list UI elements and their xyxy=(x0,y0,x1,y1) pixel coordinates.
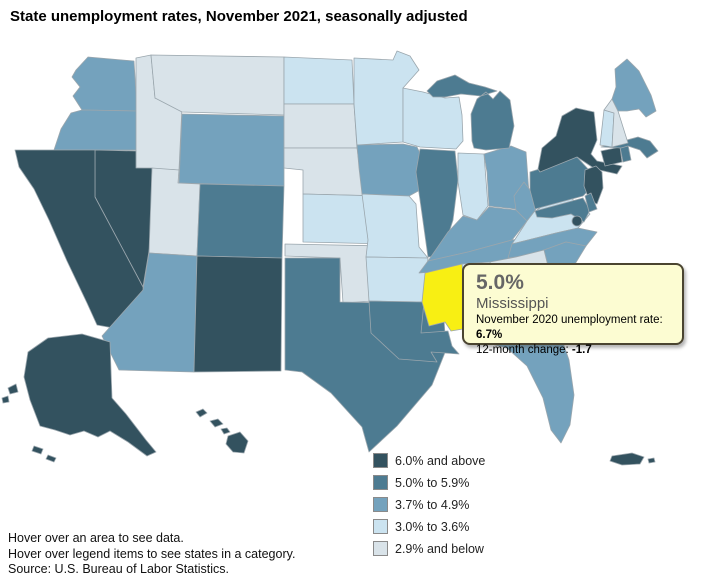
state-sd[interactable] xyxy=(283,103,358,149)
legend-swatch-3 xyxy=(373,497,388,512)
legend-swatch-1 xyxy=(373,453,388,468)
state-ca[interactable] xyxy=(14,149,147,330)
state-mo[interactable] xyxy=(361,193,429,259)
tooltip-rate: 5.0% xyxy=(476,271,524,294)
state-in[interactable] xyxy=(457,152,489,221)
state-mt[interactable] xyxy=(150,54,285,116)
state-de[interactable] xyxy=(584,192,598,213)
footer-line-3: Source: U.S. Bureau of Labor Statistics. xyxy=(8,562,229,576)
state-ma[interactable] xyxy=(600,136,659,159)
tooltip-prev-label: November 2020 unemployment rate: xyxy=(476,314,663,326)
state-hi[interactable] xyxy=(195,408,249,454)
tooltip-prev-value: 6.7% xyxy=(476,329,503,341)
tooltip-change-value: -1.7 xyxy=(571,344,592,356)
state-me[interactable] xyxy=(611,58,657,118)
legend-item-1[interactable]: 6.0% and above xyxy=(373,453,485,468)
legend-item-2[interactable]: 5.0% to 5.9% xyxy=(373,475,485,490)
legend-item-3[interactable]: 3.7% to 4.9% xyxy=(373,497,485,512)
legend-label-1: 6.0% and above xyxy=(395,453,486,468)
legend-label-5: 2.9% and below xyxy=(395,541,484,556)
state-ak[interactable] xyxy=(1,333,157,463)
legend-label-4: 3.0% to 3.6% xyxy=(395,519,470,534)
state-tooltip: 5.0% Mississippi November 2020 unemploym… xyxy=(462,263,684,356)
legend-label-3: 3.7% to 4.9% xyxy=(395,497,470,512)
legend: 6.0% and above 5.0% to 5.9% 3.7% to 4.9%… xyxy=(373,453,485,563)
state-mi[interactable] xyxy=(426,74,515,151)
legend-item-4[interactable]: 3.0% to 3.6% xyxy=(373,519,485,534)
tooltip-state: Mississippi xyxy=(476,295,549,312)
state-ny[interactable] xyxy=(537,107,623,175)
legend-swatch-5 xyxy=(373,541,388,556)
footer-notes: Hover over an area to see data. Hover ov… xyxy=(8,531,295,578)
state-nm[interactable] xyxy=(193,255,283,373)
page-title: State unemployment rates, November 2021,… xyxy=(10,8,468,25)
state-or[interactable] xyxy=(53,109,138,151)
state-wa[interactable] xyxy=(71,56,138,112)
legend-label-2: 5.0% to 5.9% xyxy=(395,475,470,490)
footer-line-2: Hover over legend items to see states in… xyxy=(8,546,296,561)
footer-line-1: Hover over an area to see data. xyxy=(8,531,184,545)
state-co[interactable] xyxy=(196,183,285,259)
state-ct[interactable] xyxy=(600,146,623,167)
state-pr[interactable] xyxy=(609,452,656,466)
state-ia[interactable] xyxy=(356,143,426,197)
tooltip-prev-rate: November 2020 unemployment rate: 6.7% xyxy=(476,313,672,343)
legend-swatch-2 xyxy=(373,475,388,490)
state-dc[interactable] xyxy=(571,215,583,227)
tooltip-change: 12-month change: -1.7 xyxy=(476,343,672,358)
legend-item-5[interactable]: 2.9% and below xyxy=(373,541,485,556)
state-wy[interactable] xyxy=(178,113,285,187)
legend-swatch-4 xyxy=(373,519,388,534)
state-ar[interactable] xyxy=(365,256,429,303)
state-vt[interactable] xyxy=(599,109,615,148)
state-la[interactable] xyxy=(368,300,460,363)
state-nd[interactable] xyxy=(283,56,355,105)
tooltip-change-label: 12-month change: xyxy=(476,344,572,356)
